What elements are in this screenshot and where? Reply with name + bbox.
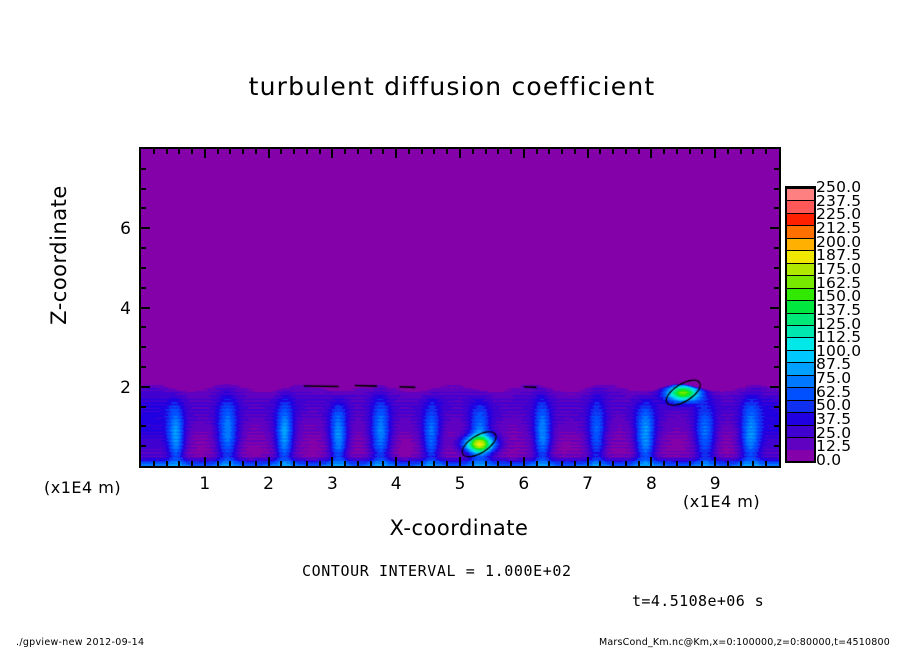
colorbar-tick-label: 87.5 [816,355,852,374]
colorbar-swatch [787,212,814,226]
colorbar [785,186,816,463]
colorbar-tick-label: 187.5 [816,246,862,265]
colorbar-swatch [787,237,814,251]
colorbar-swatch [787,275,814,288]
colorbar-tick-label: 25.0 [816,423,852,442]
colorbar-swatch [787,424,814,438]
colorbar-tick-label: 162.5 [816,273,862,292]
colorbar-swatch [787,325,814,338]
colorbar-tick-label: 75.0 [816,369,852,388]
y-axis-title: Z-coordinate [47,185,71,325]
colorbar-tick-label: 175.0 [816,259,862,278]
colorbar-tick-label: 100.0 [816,341,862,360]
heatmap-canvas [141,149,779,466]
x-tick-label: 7 [582,474,593,494]
colorbar-tick-label: 50.0 [816,396,852,415]
colorbar-swatch [787,200,814,213]
x-tick-label: 5 [454,474,466,494]
colorbar-labels: 0.0 12.5 25.0 37.5 50.0 62.5 75.0 87.5 100.0 112.… [816,178,896,467]
page-title: turbulent diffusion coefficient [248,72,656,101]
x-tick-label: 1 [199,474,211,494]
x-tick-label: 2 [263,474,274,494]
footer-left-label: ./gpview-new 2012-09-14 [16,637,145,648]
colorbar-swatch [787,337,814,350]
x-tick-label: 3 [326,474,338,494]
time-stamp-label: t=4.5108e+06 s [632,592,765,610]
colorbar-swatch [787,312,814,326]
footer-right-label: MarsCond_Km.nc@Km,x=0:100000,z=0:80000,t… [598,637,890,648]
colorbar-tick-label: 250.0 [816,178,862,196]
colorbar-swatch [787,399,814,413]
x-axis-title: X-coordinate [389,516,529,540]
plot-area [139,147,781,468]
x-units-right-label: (x1E4 m) [683,492,761,511]
colorbar-swatch [787,437,814,450]
x-tick-label: 9 [709,474,721,494]
contour-interval-label: CONTOUR INTERVAL = 1.000E+02 [302,562,572,580]
colorbar-swatch [787,362,814,375]
colorbar-swatch [787,374,814,388]
x-tick-label: 4 [390,474,402,494]
colorbar-swatch [787,250,814,263]
colorbar-swatch [787,225,814,238]
colorbar-swatch [787,449,814,461]
colorbar-swatch [787,287,814,301]
colorbar-tick-label: 0.0 [816,451,842,469]
colorbar-tick-label: 150.0 [816,287,862,306]
y-tick-label: 2 [120,377,131,398]
x-tick-label: 6 [518,474,530,494]
colorbar-tick-label: 112.5 [816,328,862,347]
colorbar-swatch [787,387,814,400]
x-units-left-label: (x1E4 m) [44,478,122,497]
colorbar-tick-label: 37.5 [816,410,852,429]
colorbar-swatch [787,300,814,313]
colorbar-tick-label: 212.5 [816,218,862,237]
colorbar-tick-label: 237.5 [816,191,862,210]
colorbar-swatch [787,262,814,276]
colorbar-tick-label: 125.0 [816,314,862,333]
colorbar-swatch [787,188,814,201]
colorbar-tick-label: 62.5 [816,382,852,401]
x-tick-label: 8 [645,474,657,494]
colorbar-tick-label: 137.5 [816,300,862,319]
y-tick-label: 6 [120,219,131,240]
colorbar-swatch [787,412,814,425]
colorbar-swatch [787,349,814,363]
colorbar-tick-label: 225.0 [816,205,862,224]
y-tick-label: 4 [120,298,131,319]
colorbar-tick-label: 12.5 [816,437,852,456]
colorbar-tick-label: 200.0 [816,232,862,251]
